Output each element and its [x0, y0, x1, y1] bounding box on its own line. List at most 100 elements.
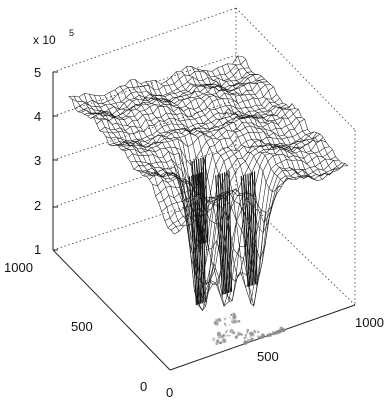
shadow-speck [223, 322, 227, 326]
mesh-line [93, 81, 268, 122]
mesh-line [112, 104, 287, 147]
mesh-line [115, 107, 290, 148]
shadow-speck [249, 336, 251, 338]
shadow-speck [238, 333, 241, 336]
mesh-line [105, 97, 280, 142]
well-spike [247, 173, 254, 286]
mesh-line [87, 75, 262, 119]
shadow-speck [225, 316, 227, 318]
well-spike [188, 176, 197, 306]
shadow-speck [215, 323, 218, 327]
shadow-speck [217, 318, 221, 322]
mesh-line [90, 78, 265, 119]
well-spike [193, 160, 201, 245]
well-spike [228, 170, 233, 292]
well-spike [200, 172, 205, 303]
well-spike [200, 157, 206, 244]
shadow-speck [231, 321, 234, 324]
y-axis-line [52, 249, 171, 371]
mesh-line [81, 74, 256, 116]
mesh-line [121, 108, 296, 151]
shadow-speck [217, 317, 221, 322]
well-spike [191, 175, 199, 305]
shadow-speck [223, 334, 225, 337]
shadow-speck [246, 328, 250, 332]
shadow-speck [240, 333, 243, 336]
shadow-speck [221, 335, 224, 338]
shadow-speck [225, 331, 227, 334]
shadow-speck [261, 336, 265, 339]
shadow-speck [233, 312, 236, 316]
mesh-line [74, 67, 249, 109]
y-tick-label: 0 [140, 379, 147, 394]
z-ticks: 5 4 3 2 1 [34, 65, 58, 257]
well-spike [195, 159, 203, 245]
shadow-speck [272, 331, 274, 333]
shadow-speck [226, 334, 229, 337]
shadow-speck [257, 335, 259, 337]
shadow-speck [216, 319, 218, 321]
shadow-speck [250, 337, 254, 342]
shadow-speck [223, 317, 227, 321]
shadow-speck [219, 341, 222, 345]
z-exponent: x 10 5 [33, 28, 74, 47]
z-tick-label: 5 [34, 65, 41, 80]
mesh-line [102, 94, 277, 135]
mesh-line [221, 65, 328, 177]
shadow-speck [249, 331, 254, 336]
shadow-speck [253, 329, 256, 332]
shadow-speck [230, 313, 233, 317]
shadow-speck [233, 321, 235, 323]
shadow-speck [213, 320, 218, 325]
shadow-speck [259, 336, 262, 339]
y-ticks: 1000 500 0 [4, 260, 147, 394]
shadow-speck [216, 332, 222, 337]
shadow-speck [271, 333, 273, 335]
shadow-speck [246, 339, 251, 343]
mesh-line [77, 71, 253, 114]
z-multiplier-label: x 10 [33, 33, 56, 47]
well-spike [240, 175, 249, 287]
well-spike [215, 175, 224, 296]
z-tick-label: 4 [34, 109, 41, 124]
well-spike [224, 172, 230, 294]
shadow-speck [226, 329, 228, 332]
z-tick-label: 2 [34, 198, 41, 213]
surface-mesh [68, 55, 349, 312]
shadow-speck [225, 325, 227, 327]
shadow-speck [217, 335, 221, 339]
shadow-speck [229, 328, 234, 334]
mesh-line [99, 86, 274, 132]
shadow-speck [228, 324, 231, 326]
floor-shadow [211, 312, 286, 346]
mesh-line [68, 55, 243, 98]
well-spike [221, 172, 228, 294]
shadow-speck [217, 339, 220, 342]
shadow-speck [234, 335, 238, 339]
mesh-line [84, 74, 259, 118]
shadow-speck [222, 339, 226, 343]
shadow-speck [244, 334, 247, 337]
shadow-speck [212, 337, 215, 340]
mesh-line [133, 129, 308, 255]
well-spike [253, 171, 258, 284]
shadow-speck [229, 334, 232, 337]
well-spike [251, 172, 257, 285]
well-spike [242, 175, 251, 287]
shadow-speck [277, 329, 282, 334]
shadow-speck [244, 336, 248, 339]
shadow-speck [237, 320, 241, 323]
shadow-speck [232, 314, 237, 320]
shadow-speck [256, 330, 260, 334]
shadow-speck [253, 330, 257, 334]
mesh-line [108, 102, 283, 145]
shadow-speck [211, 337, 216, 342]
shadow-speck [228, 316, 231, 319]
mesh-line [71, 59, 246, 105]
shadow-speck [278, 330, 281, 333]
shadow-speck [257, 335, 261, 339]
z-exponent-label: 5 [69, 28, 74, 38]
shadow-speck [232, 312, 235, 316]
well-spike [245, 174, 252, 286]
